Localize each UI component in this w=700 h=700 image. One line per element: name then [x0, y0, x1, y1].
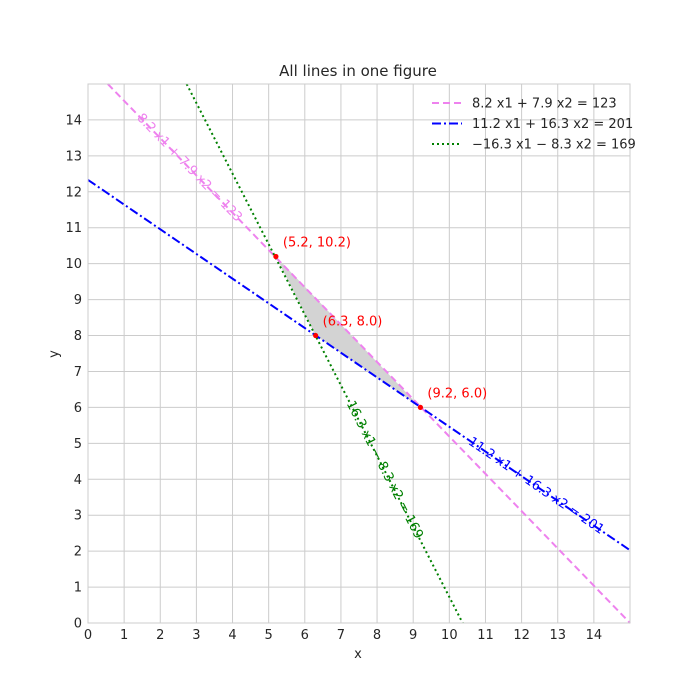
- intersection-points: (5.2, 10.2) (6.3, 8.0) (9.2, 6.0): [273, 235, 487, 410]
- intersection-point-1: [273, 253, 279, 260]
- x-tick-label: 5: [265, 628, 273, 643]
- intersection-point-3: [417, 404, 424, 410]
- x-axis-title: x: [354, 647, 362, 662]
- y-tick-label: 13: [65, 149, 82, 164]
- intersection-label-3: (9.2, 6.0): [427, 386, 487, 401]
- x-tick-label: 14: [586, 628, 603, 643]
- series-line-3: [185, 83, 464, 624]
- legend-label-2: 11.2 x1 + 16.3 x2 = 201: [472, 117, 633, 132]
- x-tick-label: 11: [477, 628, 494, 643]
- x-tick-label: 2: [156, 628, 164, 643]
- x-tick-label: 3: [192, 628, 200, 643]
- y-tick-label: 6: [74, 401, 82, 416]
- legend-label-1: 8.2 x1 + 7.9 x2 = 123: [472, 97, 617, 112]
- intersection-label-2: (6.3, 8.0): [323, 315, 383, 330]
- x-tick-label: 12: [513, 628, 530, 643]
- x-tick-label: 10: [441, 628, 458, 643]
- legend-label-3: −16.3 x1 − 8.3 x2 = 169: [472, 138, 636, 153]
- grid: [87, 84, 630, 624]
- x-tick-label: 0: [84, 628, 92, 643]
- y-tick-label: 10: [65, 257, 82, 272]
- x-tick-label: 13: [549, 628, 566, 643]
- y-tick-label: 7: [74, 365, 82, 380]
- y-tick-label: 9: [74, 293, 82, 308]
- y-tick-label: 0: [74, 617, 82, 632]
- series-line-1: [107, 83, 631, 624]
- y-tick-label: 11: [65, 221, 82, 236]
- legend: 8.2 x1 + 7.9 x2 = 123 11.2 x1 + 16.3 x2 =…: [432, 97, 636, 153]
- y-tick-label: 2: [74, 545, 82, 560]
- series-line-2: [87, 179, 631, 552]
- plot-frame: [87, 83, 631, 624]
- y-tick-label: 14: [65, 113, 82, 128]
- x-tick-label: 7: [337, 628, 345, 643]
- y-tick-label: 8: [74, 329, 82, 344]
- x-tick-label: 8: [373, 628, 381, 643]
- y-tick-label: 1: [74, 581, 82, 596]
- y-tick-label: 4: [74, 473, 82, 488]
- y-axis-title: y: [47, 350, 62, 358]
- x-tick-label: 6: [301, 628, 309, 643]
- y-tick-label: 5: [74, 437, 82, 452]
- intersection-point-2: [313, 332, 319, 339]
- x-tick-label: 4: [228, 628, 236, 643]
- intersection-label-1: (5.2, 10.2): [283, 235, 351, 250]
- y-tick-label: 3: [74, 509, 82, 524]
- x-tick-label: 9: [409, 628, 417, 643]
- series-lines: [87, 83, 631, 624]
- y-tick-label: 12: [65, 185, 82, 200]
- x-tick-label: 1: [120, 628, 128, 643]
- chart-title: All lines in one figure: [279, 62, 437, 80]
